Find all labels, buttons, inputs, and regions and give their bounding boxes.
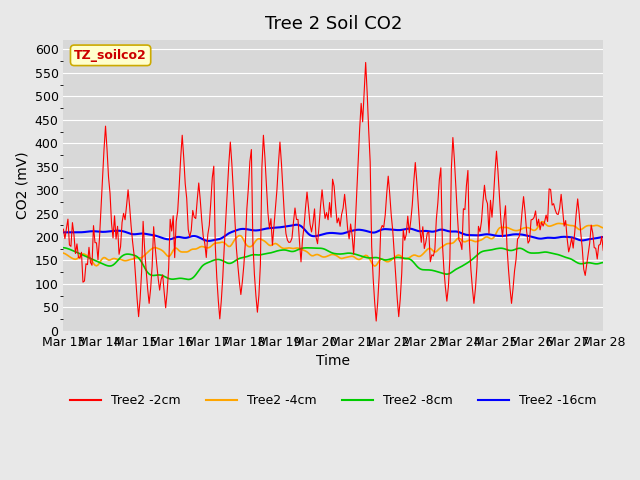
Legend: Tree2 -2cm, Tree2 -4cm, Tree2 -8cm, Tree2 -16cm: Tree2 -2cm, Tree2 -4cm, Tree2 -8cm, Tree… — [65, 389, 602, 412]
X-axis label: Time: Time — [316, 354, 350, 368]
Y-axis label: CO2 (mV): CO2 (mV) — [15, 152, 29, 219]
Text: TZ_soilco2: TZ_soilco2 — [74, 49, 147, 62]
Title: Tree 2 Soil CO2: Tree 2 Soil CO2 — [265, 15, 402, 33]
